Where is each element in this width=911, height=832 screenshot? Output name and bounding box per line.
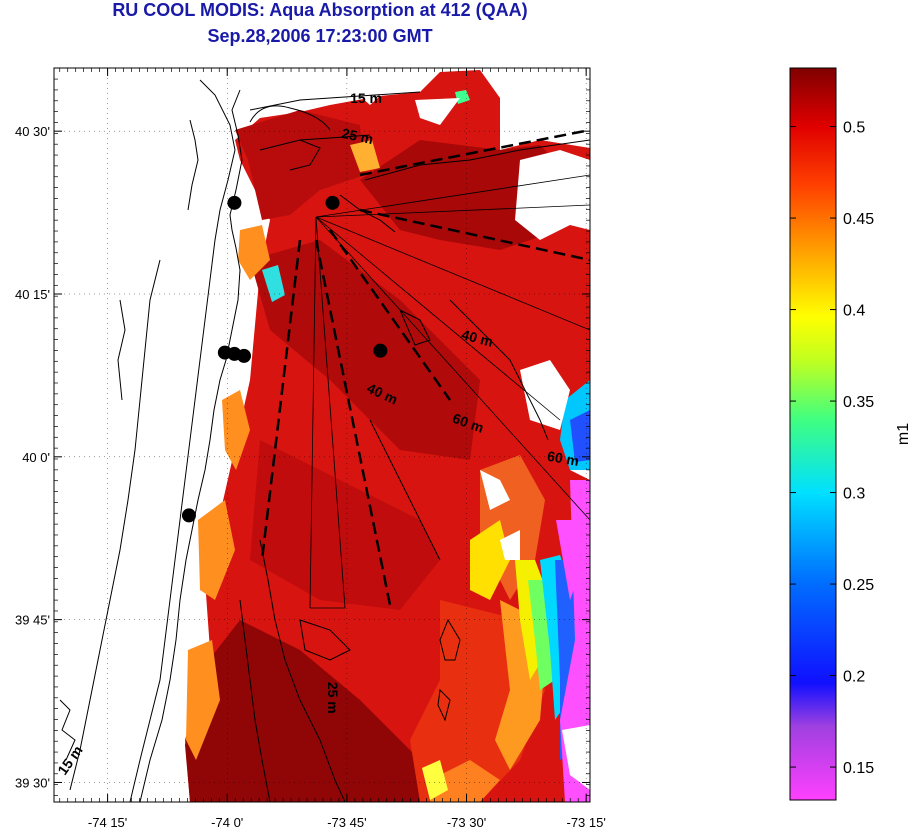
coastline (59, 79, 590, 802)
map-title: RU COOL MODIS: Aqua Absorption at 412 (Q… (112, 0, 528, 20)
latitude-axis: 40 30' 40 15' 40 0' 39 45' 39 30' (15, 124, 590, 790)
colorbar-tick-label: 0.5 (843, 120, 865, 137)
lon-tick-label: -74 15' (88, 815, 127, 830)
lat-tick-label: 39 45' (15, 613, 50, 628)
colorbar-tick-label: 0.35 (843, 394, 874, 411)
longitude-axis: -74 15' -74 0' -73 45' -73 30' -73 15' (88, 68, 606, 830)
map-subtitle: Sep.28,2006 17:23:00 GMT (207, 26, 433, 46)
contour-label: 40 m (460, 326, 495, 350)
lat-tick-label: 40 15' (15, 287, 50, 302)
station-marker (227, 195, 242, 210)
colorbar-tick-label: 0.2 (843, 669, 865, 686)
station-marker (236, 348, 251, 363)
map-panel: 15 m25 m40 m40 m60 m60 m25 m15 m (54, 68, 590, 802)
map-frame (53, 67, 591, 803)
station-marker (181, 508, 196, 523)
contour-label: 25 m (340, 125, 375, 147)
lat-tick-label: 39 30' (15, 775, 50, 790)
colorbar-tick-label: 0.45 (843, 211, 874, 228)
contour-label: 25 m (325, 682, 341, 714)
absorption-field (185, 70, 590, 802)
colorbar-tick-label: 0.4 (843, 303, 865, 320)
colorbar-tick-label: 0.25 (843, 577, 874, 594)
contour-label: 60 m (546, 448, 580, 469)
station-marker (325, 195, 340, 210)
colorbar: 0.5 0.45 0.4 0.35 0.3 0.25 0.2 0.15 m1 (789, 67, 911, 801)
lon-tick-label: -73 15' (566, 815, 605, 830)
colorbar-gradient (790, 68, 836, 800)
lat-tick-label: 40 0' (22, 450, 50, 465)
colorbar-ticks: 0.5 0.45 0.4 0.35 0.3 0.25 0.2 0.15 (790, 120, 874, 777)
station-marker (373, 343, 388, 358)
contour-labels: 15 m25 m40 m40 m60 m60 m25 m15 m (54, 90, 580, 778)
contour-label: 15 m (350, 90, 382, 106)
transect-lines (309, 174, 590, 609)
station-markers (181, 195, 388, 523)
lon-tick-label: -73 30' (447, 815, 486, 830)
colorbar-frame (789, 67, 837, 801)
lon-tick-label: -73 45' (327, 815, 366, 830)
colorbar-tick-label: 0.15 (843, 760, 874, 777)
lon-tick-label: -74 0' (211, 815, 243, 830)
dashed-survey-lines (260, 128, 590, 606)
colorbar-unit-label: m1 (895, 423, 911, 445)
lat-tick-label: 40 30' (15, 124, 50, 139)
colorbar-tick-label: 0.3 (843, 486, 865, 503)
